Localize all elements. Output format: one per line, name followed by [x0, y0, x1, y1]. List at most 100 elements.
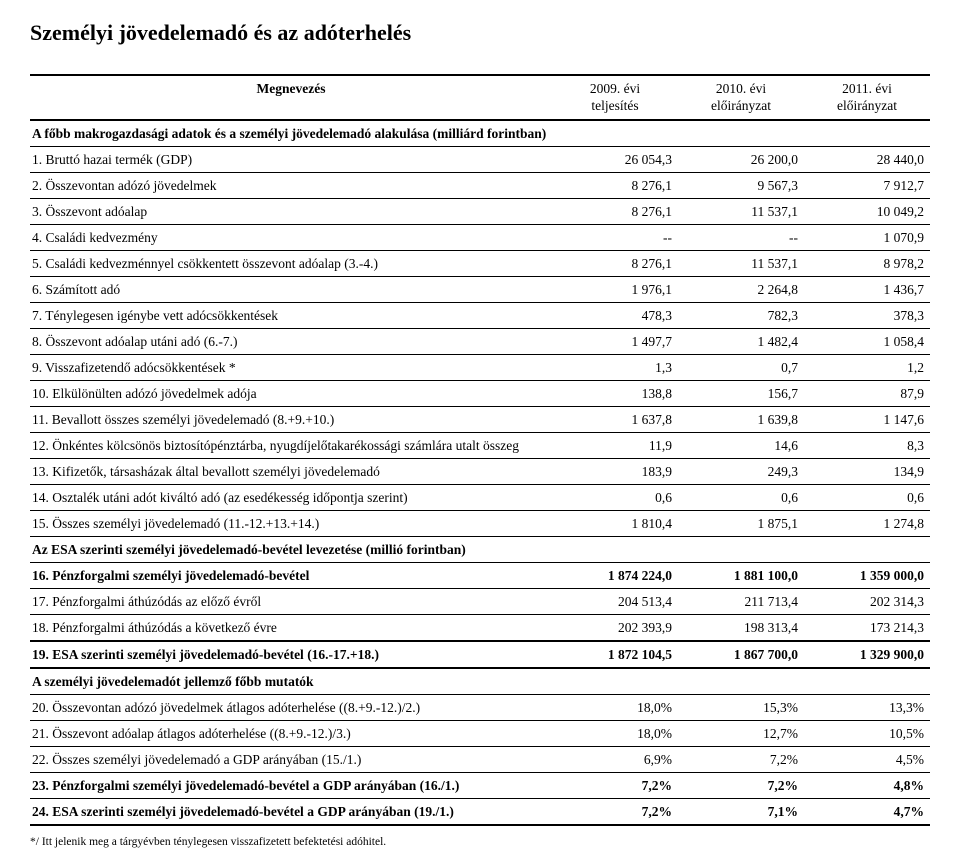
- header-col3: 2011. évi előirányzat: [804, 75, 930, 120]
- row-value: [678, 668, 804, 695]
- row-value: 7,2%: [552, 798, 678, 825]
- table-row: 18. Pénzforgalmi áthúzódás a következő é…: [30, 614, 930, 641]
- row-label: Az ESA szerinti személyi jövedelemadó-be…: [30, 536, 552, 562]
- table-row: 5. Családi kedvezménnyel csökkentett öss…: [30, 250, 930, 276]
- row-value: 183,9: [552, 458, 678, 484]
- row-value: 173 214,3: [804, 614, 930, 641]
- header-label: Megnevezés: [30, 75, 552, 120]
- row-value: 1 639,8: [678, 406, 804, 432]
- row-value: 1 881 100,0: [678, 562, 804, 588]
- page-title: Személyi jövedelemadó és az adóterhelés: [30, 20, 930, 46]
- row-value: 11 537,1: [678, 250, 804, 276]
- row-label: 19. ESA szerinti személyi jövedelemadó-b…: [30, 641, 552, 668]
- table-row: 8. Összevont adóalap utáni adó (6.-7.)1 …: [30, 328, 930, 354]
- row-value: 1 874 224,0: [552, 562, 678, 588]
- row-value: --: [552, 224, 678, 250]
- row-value: 782,3: [678, 302, 804, 328]
- row-value: 211 713,4: [678, 588, 804, 614]
- row-value: 10,5%: [804, 720, 930, 746]
- row-value: 204 513,4: [552, 588, 678, 614]
- row-value: [804, 120, 930, 147]
- row-value: [678, 120, 804, 147]
- row-label: 3. Összevont adóalap: [30, 198, 552, 224]
- row-label: 6. Számított adó: [30, 276, 552, 302]
- table-row: 10. Elkülönülten adózó jövedelmek adója1…: [30, 380, 930, 406]
- row-value: 1 637,8: [552, 406, 678, 432]
- row-label: 11. Bevallott összes személyi jövedelema…: [30, 406, 552, 432]
- row-value: 1 274,8: [804, 510, 930, 536]
- table-row: A főbb makrogazdasági adatok és a személ…: [30, 120, 930, 147]
- row-value: 12,7%: [678, 720, 804, 746]
- row-value: 9 567,3: [678, 172, 804, 198]
- table-row: 20. Összevontan adózó jövedelmek átlagos…: [30, 694, 930, 720]
- row-value: 478,3: [552, 302, 678, 328]
- row-value: 1,3: [552, 354, 678, 380]
- row-value: 87,9: [804, 380, 930, 406]
- row-value: 8 276,1: [552, 198, 678, 224]
- row-value: [678, 536, 804, 562]
- header-col2-line2: előirányzat: [711, 98, 771, 113]
- row-value: 26 200,0: [678, 146, 804, 172]
- table-body: A főbb makrogazdasági adatok és a személ…: [30, 120, 930, 825]
- row-value: 198 313,4: [678, 614, 804, 641]
- row-value: 1 810,4: [552, 510, 678, 536]
- row-label: 21. Összevont adóalap átlagos adóterhelé…: [30, 720, 552, 746]
- table-row: 13. Kifizetők, társasházak által bevallo…: [30, 458, 930, 484]
- row-value: 28 440,0: [804, 146, 930, 172]
- row-value: 7,1%: [678, 798, 804, 825]
- row-label: A főbb makrogazdasági adatok és a személ…: [30, 120, 552, 147]
- header-col2-line1: 2010. évi: [716, 81, 766, 96]
- row-value: 6,9%: [552, 746, 678, 772]
- row-value: [552, 536, 678, 562]
- row-value: 8 978,2: [804, 250, 930, 276]
- table-row: 21. Összevont adóalap átlagos adóterhelé…: [30, 720, 930, 746]
- row-value: 0,7: [678, 354, 804, 380]
- table-row: 9. Visszafizetendő adócsökkentések *1,30…: [30, 354, 930, 380]
- row-value: 1 497,7: [552, 328, 678, 354]
- row-value: 0,6: [552, 484, 678, 510]
- header-col2: 2010. évi előirányzat: [678, 75, 804, 120]
- row-value: 2 264,8: [678, 276, 804, 302]
- row-label: A személyi jövedelemadót jellemző főbb m…: [30, 668, 552, 695]
- row-value: 18,0%: [552, 720, 678, 746]
- table-header-row: Megnevezés 2009. évi teljesítés 2010. év…: [30, 75, 930, 120]
- header-col3-line2: előirányzat: [837, 98, 897, 113]
- row-value: [804, 668, 930, 695]
- row-label: 8. Összevont adóalap utáni adó (6.-7.): [30, 328, 552, 354]
- row-value: 15,3%: [678, 694, 804, 720]
- row-value: 134,9: [804, 458, 930, 484]
- table-row: 6. Számított adó1 976,12 264,81 436,7: [30, 276, 930, 302]
- row-value: 26 054,3: [552, 146, 678, 172]
- header-col1-line2: teljesítés: [591, 98, 638, 113]
- table-row: Az ESA szerinti személyi jövedelemadó-be…: [30, 536, 930, 562]
- header-col1: 2009. évi teljesítés: [552, 75, 678, 120]
- row-value: 249,3: [678, 458, 804, 484]
- row-value: [804, 536, 930, 562]
- table-row: 4. Családi kedvezmény----1 070,9: [30, 224, 930, 250]
- row-value: 7,2%: [552, 772, 678, 798]
- row-value: 4,7%: [804, 798, 930, 825]
- row-value: [552, 668, 678, 695]
- row-label: 22. Összes személyi jövedelemadó a GDP a…: [30, 746, 552, 772]
- row-label: 23. Pénzforgalmi személyi jövedelemadó-b…: [30, 772, 552, 798]
- row-value: 1 872 104,5: [552, 641, 678, 668]
- header-col3-line1: 2011. évi: [842, 81, 892, 96]
- table-row: 2. Összevontan adózó jövedelmek8 276,19 …: [30, 172, 930, 198]
- row-value: 138,8: [552, 380, 678, 406]
- table-row: 1. Bruttó hazai termék (GDP)26 054,326 2…: [30, 146, 930, 172]
- row-value: 13,3%: [804, 694, 930, 720]
- row-label: 16. Pénzforgalmi személyi jövedelemadó-b…: [30, 562, 552, 588]
- row-value: 378,3: [804, 302, 930, 328]
- row-value: 1 147,6: [804, 406, 930, 432]
- table-row: 23. Pénzforgalmi személyi jövedelemadó-b…: [30, 772, 930, 798]
- row-value: 202 314,3: [804, 588, 930, 614]
- header-col1-line1: 2009. évi: [590, 81, 640, 96]
- row-value: 1 976,1: [552, 276, 678, 302]
- row-value: 0,6: [678, 484, 804, 510]
- data-table: Megnevezés 2009. évi teljesítés 2010. év…: [30, 74, 930, 826]
- row-value: 7,2%: [678, 746, 804, 772]
- table-row: 17. Pénzforgalmi áthúzódás az előző évrő…: [30, 588, 930, 614]
- table-row: 16. Pénzforgalmi személyi jövedelemadó-b…: [30, 562, 930, 588]
- row-label: 10. Elkülönülten adózó jövedelmek adója: [30, 380, 552, 406]
- row-label: 14. Osztalék utáni adót kiváltó adó (az …: [30, 484, 552, 510]
